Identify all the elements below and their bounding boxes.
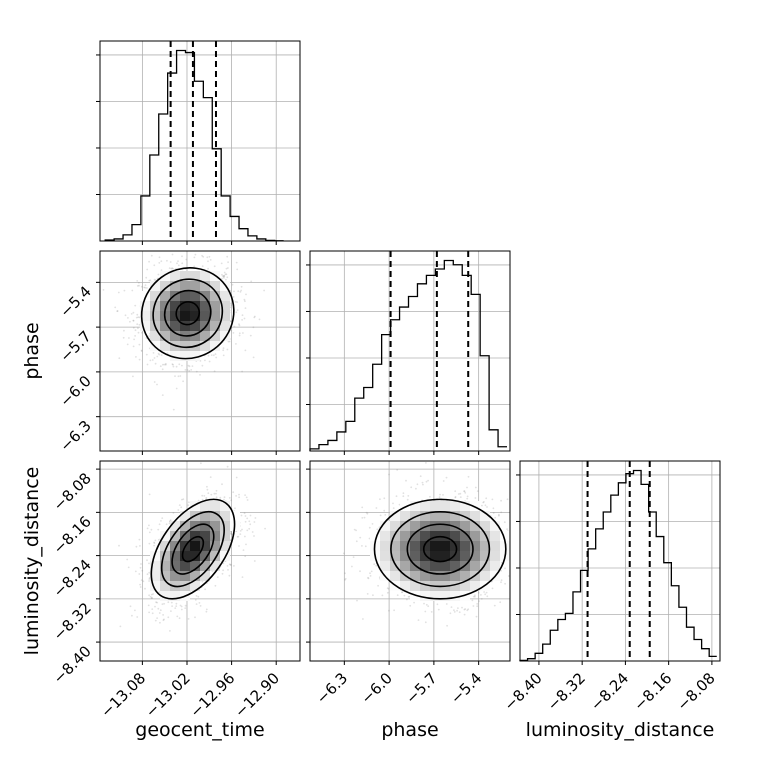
contour-level bbox=[175, 301, 201, 326]
y-tick-label: −8.32 bbox=[50, 599, 95, 644]
y-tick-label: −5.7 bbox=[56, 327, 94, 365]
x-tick-label: −5.4 bbox=[447, 669, 485, 707]
x-axis-label-geocent-time: geocent_time bbox=[135, 719, 264, 741]
contour-level bbox=[163, 289, 212, 337]
hist-panel-phase bbox=[306, 250, 511, 455]
x-tick-label: −8.32 bbox=[544, 669, 589, 714]
y-tick-label: −8.08 bbox=[50, 469, 95, 514]
contour-level bbox=[160, 511, 225, 588]
histogram-geocent_time bbox=[104, 49, 284, 242]
panel-frame bbox=[99, 250, 301, 452]
x-tick-label: −8.16 bbox=[630, 669, 675, 714]
panel-frame bbox=[99, 460, 301, 662]
contour-level bbox=[150, 498, 236, 600]
x-tick-label: −8.24 bbox=[587, 669, 632, 714]
x-tick-label: −6.3 bbox=[313, 669, 351, 707]
pair-panel-geocent_time-luminosity_distance bbox=[96, 460, 301, 665]
y-axis-label-luminosity-distance: luminosity_distance bbox=[21, 467, 43, 656]
y-tick-label: −6.0 bbox=[56, 372, 94, 410]
y-tick-label: −5.4 bbox=[56, 282, 94, 320]
hist-panel-luminosity_distance bbox=[516, 460, 721, 665]
panel-frame bbox=[309, 250, 511, 452]
contour-level bbox=[422, 535, 458, 563]
panel-frame bbox=[99, 40, 301, 242]
y-tick-label: −8.16 bbox=[50, 512, 95, 557]
x-tick-label: −12.96 bbox=[186, 669, 238, 721]
x-tick-label: −12.90 bbox=[231, 669, 283, 721]
contour-level bbox=[406, 523, 474, 575]
histogram-luminosity_distance bbox=[519, 469, 717, 662]
pair-panel-phase-luminosity_distance bbox=[306, 460, 511, 665]
y-tick-label: −8.40 bbox=[50, 642, 95, 687]
histogram-phase bbox=[309, 259, 508, 451]
hist-panel-geocent_time bbox=[96, 40, 301, 245]
x-tick-label: −13.08 bbox=[97, 669, 149, 721]
x-tick-label: −6.0 bbox=[357, 669, 395, 707]
contour-level bbox=[140, 267, 235, 360]
y-axis-label-phase: phase bbox=[21, 322, 43, 379]
contour-level bbox=[171, 523, 215, 575]
x-tick-label: −8.40 bbox=[501, 669, 546, 714]
y-tick-label: −6.3 bbox=[56, 417, 94, 455]
contour-level bbox=[390, 511, 491, 588]
x-tick-label: −8.08 bbox=[673, 669, 718, 714]
x-tick-label: −5.7 bbox=[402, 669, 440, 707]
y-tick-label: −8.24 bbox=[50, 556, 95, 601]
panel-frame bbox=[309, 460, 511, 662]
x-tick-label: −13.02 bbox=[142, 669, 194, 721]
contour-level bbox=[373, 498, 507, 600]
pair-panel-geocent_time-phase bbox=[96, 250, 301, 455]
x-axis-label-phase: phase bbox=[381, 719, 438, 741]
contour-level bbox=[181, 535, 205, 563]
x-axis-label-luminosity-distance: luminosity_distance bbox=[526, 719, 715, 741]
contour-level bbox=[152, 278, 224, 349]
panel-frame bbox=[519, 460, 721, 662]
